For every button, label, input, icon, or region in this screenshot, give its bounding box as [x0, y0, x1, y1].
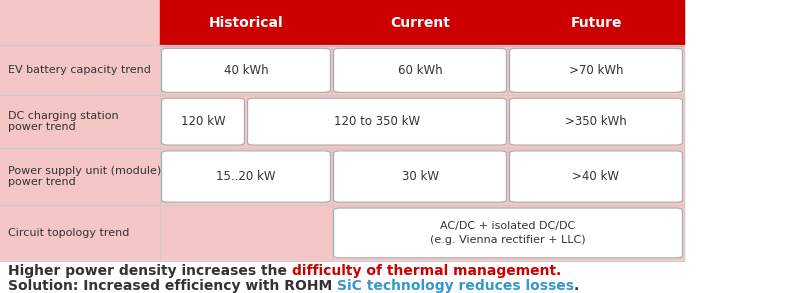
Text: AC/DC + isolated DC/DC
(e.g. Vienna rectifier + LLC): AC/DC + isolated DC/DC (e.g. Vienna rect… [430, 221, 586, 245]
Text: Historical: Historical [209, 16, 283, 30]
Text: Solution: Increased efficiency with ROHM: Solution: Increased efficiency with ROHM [8, 279, 337, 293]
FancyBboxPatch shape [334, 48, 506, 92]
FancyBboxPatch shape [162, 151, 330, 202]
FancyBboxPatch shape [334, 151, 506, 202]
FancyBboxPatch shape [510, 151, 682, 202]
FancyBboxPatch shape [162, 48, 330, 92]
FancyBboxPatch shape [248, 98, 506, 145]
FancyBboxPatch shape [510, 48, 682, 92]
Text: EV battery capacity trend: EV battery capacity trend [8, 65, 151, 75]
Text: Higher power density increases the: Higher power density increases the [8, 264, 292, 278]
Text: >350 kWh: >350 kWh [565, 115, 627, 128]
Text: 30 kW: 30 kW [402, 170, 438, 183]
Text: .: . [556, 264, 562, 278]
Text: Current: Current [390, 16, 450, 30]
Text: >40 kW: >40 kW [573, 170, 619, 183]
FancyBboxPatch shape [334, 208, 682, 258]
Text: 40 kWh: 40 kWh [224, 64, 268, 77]
Bar [0, 0, 684, 261]
Text: 60 kWh: 60 kWh [398, 64, 442, 77]
Text: difficulty of thermal management: difficulty of thermal management [292, 264, 556, 278]
Text: .: . [574, 279, 579, 293]
Text: DC charging station
power trend: DC charging station power trend [8, 111, 118, 132]
Text: Power supply unit (module)
power trend: Power supply unit (module) power trend [8, 166, 162, 187]
FancyBboxPatch shape [162, 98, 245, 145]
Text: Future: Future [570, 16, 622, 30]
FancyBboxPatch shape [510, 98, 682, 145]
Bar [160, 0, 684, 45]
Text: 15..20 kW: 15..20 kW [216, 170, 276, 183]
Text: >70 kWh: >70 kWh [569, 64, 623, 77]
Text: Circuit topology trend: Circuit topology trend [8, 228, 130, 238]
Text: 120 to 350 kW: 120 to 350 kW [334, 115, 420, 128]
Text: 120 kW: 120 kW [181, 115, 226, 128]
Text: SiC technology reduces losses: SiC technology reduces losses [337, 279, 574, 293]
Bar [0, 261, 800, 293]
